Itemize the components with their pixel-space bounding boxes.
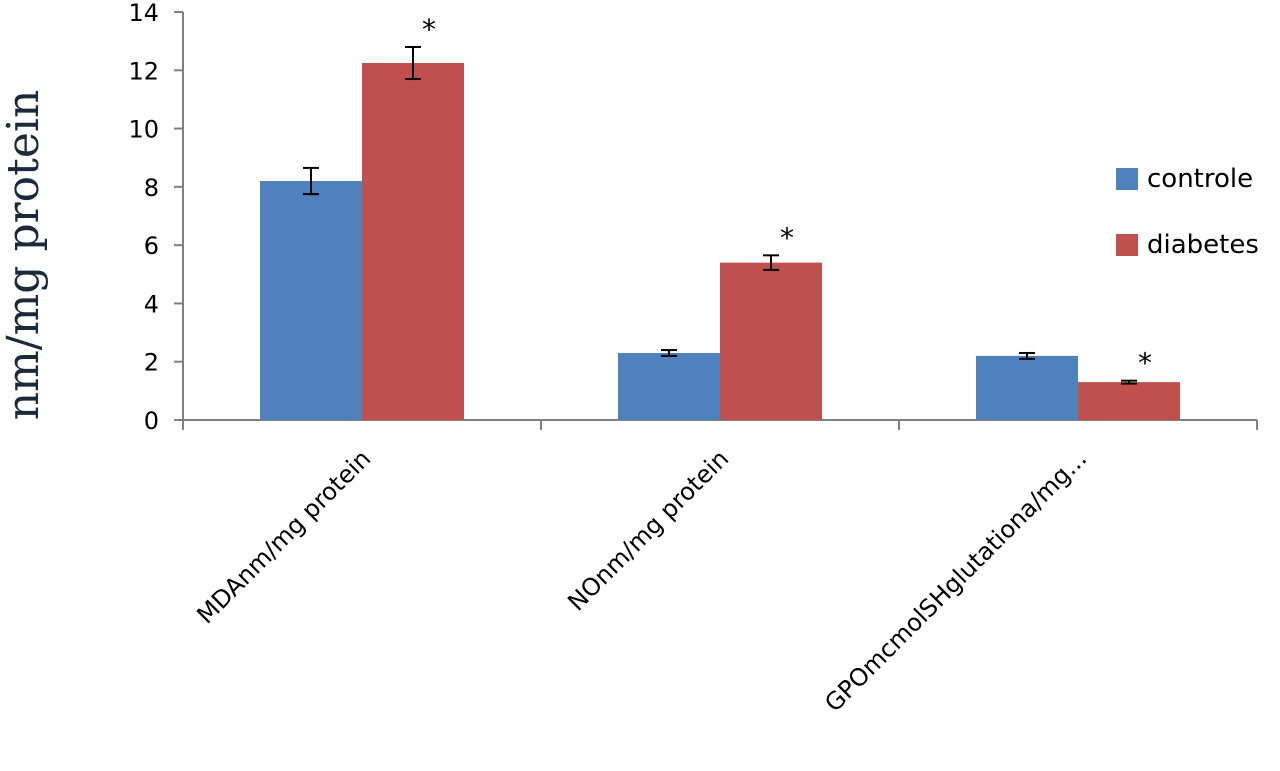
bar-diabetes [720, 262, 822, 420]
error-bar-controle [303, 166, 319, 196]
y-tick-label: 6 [144, 232, 159, 260]
significance-markers: * * * [422, 13, 1152, 380]
y-tick-label: 4 [144, 290, 159, 318]
error-bar-diabetes [763, 254, 779, 271]
bar-diabetes [362, 63, 464, 420]
significance-marker: * [1138, 347, 1152, 380]
category-label: MDAnm/mg protein [191, 444, 376, 629]
y-tick-label: 10 [128, 116, 159, 144]
bar-controle [976, 355, 1078, 420]
error-bar-diabetes [1121, 379, 1137, 385]
y-tick-label: 14 [128, 0, 159, 27]
significance-marker: * [422, 13, 436, 46]
legend-swatch-controle [1116, 168, 1138, 190]
error-bar-controle [1019, 351, 1035, 360]
bar-controle [260, 181, 362, 420]
y-axis-label: nm/mg protein [0, 90, 49, 421]
error-bars [303, 45, 1137, 385]
y-tick-label: 2 [144, 349, 159, 377]
legend: controle diabetes [1116, 164, 1259, 260]
category-label: NOnm/mg protein [562, 444, 734, 616]
category-labels: MDAnm/mg protein NOnm/mg protein GPOmcmolS… [191, 444, 1092, 717]
bars [260, 63, 1180, 420]
significance-marker: * [780, 221, 794, 254]
error-bar-controle [661, 349, 677, 357]
y-tick-label: 8 [144, 174, 159, 202]
legend-swatch-diabetes [1116, 234, 1138, 256]
bar-controle [618, 352, 720, 420]
y-tick-label: 12 [128, 57, 159, 85]
legend-label-controle: controle [1147, 164, 1253, 194]
bar-diabetes [1078, 382, 1180, 420]
category-label: GPOmcmolSHglutationa/mg... [819, 444, 1092, 717]
legend-label-diabetes: diabetes [1147, 230, 1259, 260]
y-tick-label: 0 [144, 407, 159, 435]
error-bar-diabetes [405, 45, 421, 81]
